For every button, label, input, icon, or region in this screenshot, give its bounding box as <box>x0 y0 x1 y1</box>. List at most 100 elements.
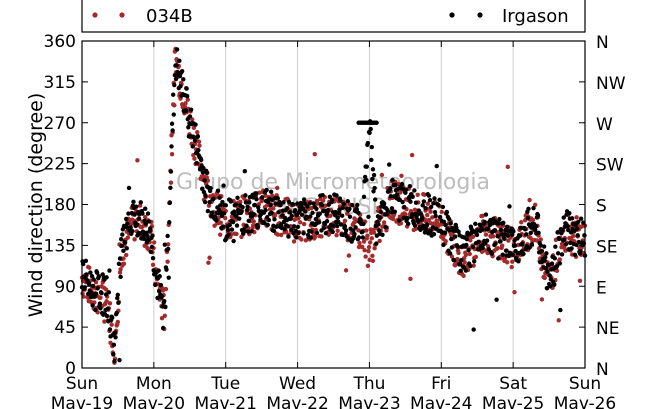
legend-frame <box>81 0 586 33</box>
point-1-554 <box>389 206 395 211</box>
point-1-402 <box>304 215 310 220</box>
point-1-120 <box>146 219 152 224</box>
point-1-240 <box>214 218 219 223</box>
point-1-691 <box>466 247 471 253</box>
y2-tick-label-5: SW <box>596 156 624 176</box>
point-1-624 <box>428 204 434 210</box>
y-tick-label-3: 135 <box>44 236 76 256</box>
point-1-498 <box>358 218 363 223</box>
point-1-139 <box>157 274 162 279</box>
point-1-531 <box>376 228 382 233</box>
point-0-256 <box>223 215 228 221</box>
point-0-165 <box>172 103 177 108</box>
point-0-197 <box>190 117 195 122</box>
point-0-127 <box>150 262 156 267</box>
point-1-798 <box>526 206 531 212</box>
point-1-483 <box>350 202 355 208</box>
point-1-174 <box>177 58 182 64</box>
point-0-227 <box>206 203 212 208</box>
point-1-594 <box>412 188 417 193</box>
point-1-272 <box>231 209 237 214</box>
point-1-511 <box>365 140 371 146</box>
point-1-156 <box>167 220 172 225</box>
point-1-296 <box>245 204 250 209</box>
point-1-722 <box>483 212 489 217</box>
y-tick-label-2: 90 <box>54 277 76 297</box>
y-tick-label-6: 270 <box>44 114 76 134</box>
point-1-637 <box>436 202 441 208</box>
point-0-421 <box>315 201 320 206</box>
point-1-83 <box>126 211 131 216</box>
point-1-886 <box>575 233 580 238</box>
point-1-826 <box>541 244 547 249</box>
point-1-627 <box>430 225 436 230</box>
point-1-28 <box>95 286 100 291</box>
point-1-676 <box>458 261 463 267</box>
point-1-533 <box>378 215 383 221</box>
point-1-646 <box>441 242 446 248</box>
point-1-744 <box>496 256 501 261</box>
data-points <box>79 46 588 365</box>
point-1-346 <box>273 201 278 206</box>
point-1-549 <box>386 162 392 167</box>
point-1-295 <box>244 207 250 213</box>
point-1-430 <box>320 192 325 198</box>
point-1-298 <box>246 218 251 224</box>
point-0-684 <box>462 260 467 265</box>
point-1-343 <box>271 228 277 234</box>
point-1-605 <box>418 227 423 233</box>
point-1-161 <box>169 121 175 126</box>
point-1-520 <box>370 167 376 172</box>
point-1-16 <box>88 294 94 300</box>
point-1-230 <box>208 186 213 191</box>
point-0-556 <box>390 216 396 222</box>
point-1-207 <box>195 134 201 139</box>
point-1-424 <box>317 220 322 225</box>
point-1-673 <box>456 229 461 234</box>
y2-tick-label-3: SE <box>596 237 618 257</box>
point-1-836 <box>547 273 552 278</box>
point-1-108 <box>140 211 145 216</box>
point-1-307 <box>251 211 256 217</box>
point-1-32 <box>97 301 103 306</box>
point-1-456 <box>334 223 340 229</box>
point-1-160 <box>169 144 174 149</box>
point-1-60 <box>113 335 118 340</box>
point-0-113 <box>143 214 148 220</box>
point-1-485 <box>351 228 356 233</box>
point-1-555 <box>390 177 395 183</box>
point-0-494 <box>356 228 361 233</box>
point-1-176 <box>178 84 183 89</box>
point-0-515 <box>367 240 373 245</box>
point-1-750 <box>499 232 504 237</box>
point-1-135 <box>155 295 160 301</box>
point-1-465 <box>339 213 345 218</box>
point-0-762 <box>506 238 511 243</box>
point-1-216 <box>200 170 206 175</box>
point-1-760 <box>505 224 510 230</box>
point-0-699 <box>470 234 476 239</box>
point-0-735 <box>491 234 496 239</box>
point-1-875 <box>569 246 574 251</box>
point-1-65 <box>116 300 121 305</box>
point-1-802 <box>528 230 533 236</box>
point-1-205 <box>194 160 199 166</box>
point-1-221 <box>203 193 208 199</box>
point-1-385 <box>295 201 300 206</box>
point-1-514 <box>367 130 372 136</box>
point-0-827 <box>542 275 547 281</box>
point-1-252 <box>220 224 226 229</box>
point-1-503 <box>361 221 366 227</box>
legend: 034B Irgason <box>81 0 586 33</box>
point-1-151 <box>164 267 169 272</box>
point-0-513 <box>366 244 372 250</box>
point-1-639 <box>437 197 442 202</box>
point-1-147 <box>162 298 167 304</box>
point-0-400 <box>303 238 309 243</box>
point-1-885 <box>574 226 580 231</box>
point-1-774 <box>512 243 518 248</box>
point-0-618 <box>425 201 430 206</box>
point-1-591 <box>410 194 415 200</box>
point-1-186 <box>183 108 189 114</box>
point-1-270 <box>230 219 236 225</box>
